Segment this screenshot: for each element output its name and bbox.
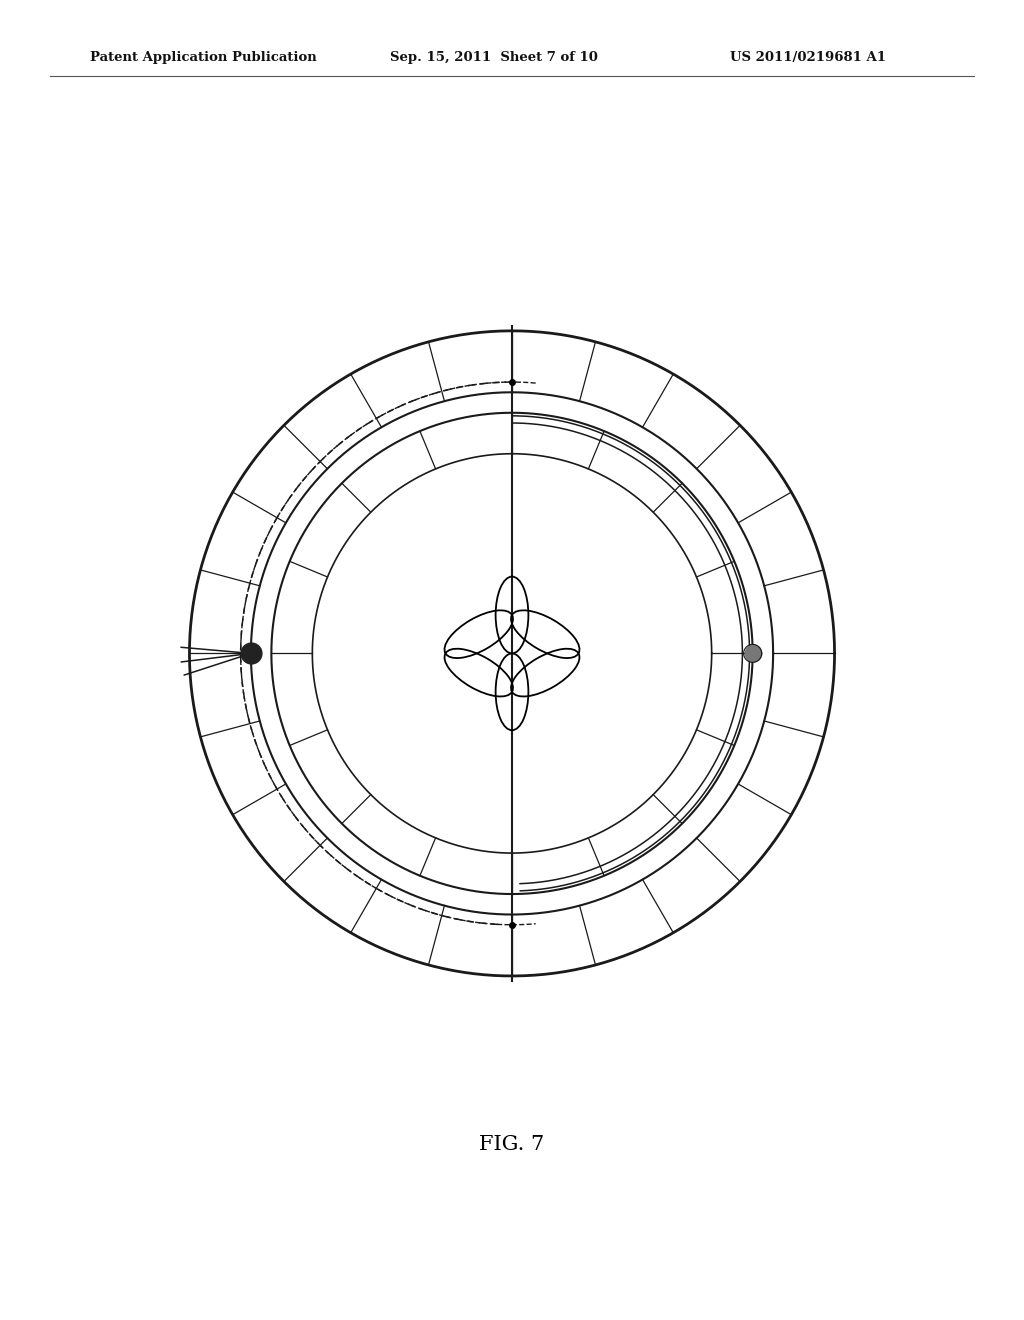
Text: Sep. 15, 2011  Sheet 7 of 10: Sep. 15, 2011 Sheet 7 of 10 xyxy=(390,51,598,65)
Text: US 2011/0219681 A1: US 2011/0219681 A1 xyxy=(730,51,886,65)
Text: FIG. 7: FIG. 7 xyxy=(479,1135,545,1155)
Text: Patent Application Publication: Patent Application Publication xyxy=(90,51,316,65)
